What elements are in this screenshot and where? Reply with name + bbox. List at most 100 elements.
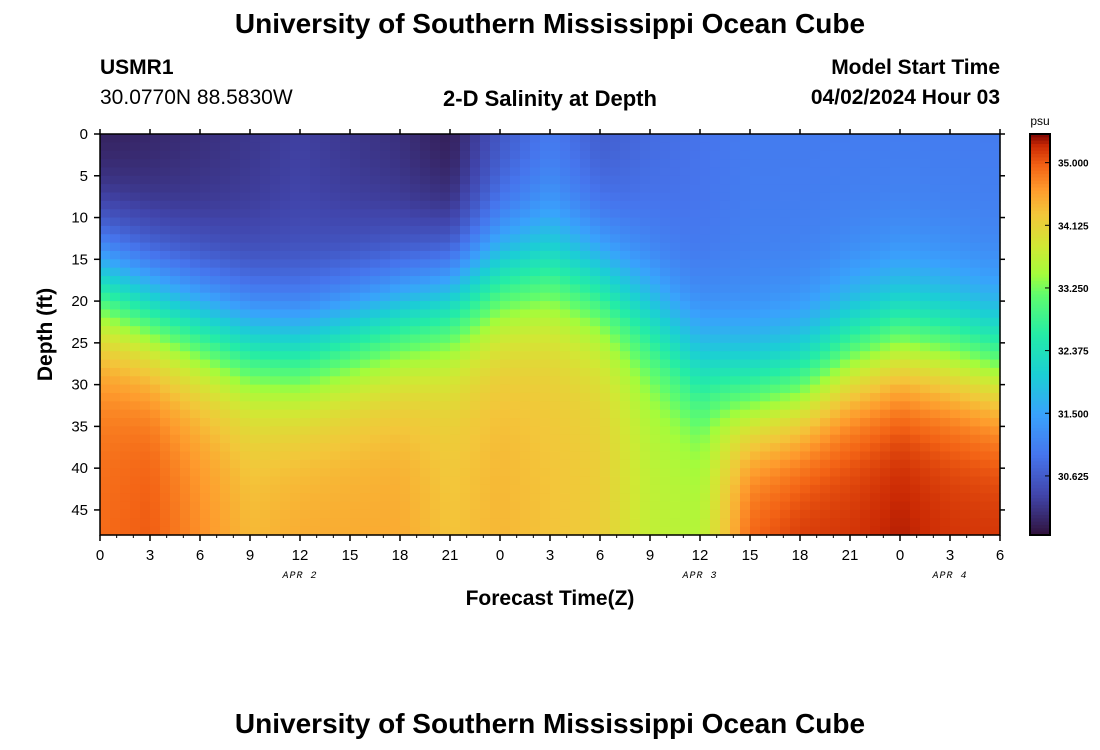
heatmap-cell (710, 134, 721, 143)
heatmap-cell (460, 434, 471, 444)
heatmap-cell (900, 526, 911, 536)
heatmap-cell (440, 209, 451, 219)
heatmap-cell (690, 142, 701, 152)
heatmap-cell (290, 150, 301, 160)
heatmap-cell (560, 242, 571, 252)
heatmap-cell (980, 242, 991, 252)
heatmap-cell (330, 200, 341, 210)
heatmap-cell (180, 184, 191, 194)
heatmap-cell (280, 134, 291, 143)
heatmap-cell (170, 443, 181, 453)
heatmap-cell (350, 267, 361, 277)
heatmap-cell (860, 301, 871, 311)
colorbar-segment (1030, 464, 1050, 469)
heatmap-cell (580, 418, 591, 427)
heatmap-cell (250, 409, 261, 419)
heatmap-cell (250, 134, 261, 143)
heatmap-cell (740, 409, 751, 419)
heatmap-cell (240, 409, 251, 419)
heatmap-cell (440, 493, 451, 503)
heatmap-cell (830, 134, 841, 143)
heatmap-cell (240, 150, 251, 160)
heatmap-cell (370, 209, 381, 219)
heatmap-cell (370, 292, 381, 302)
heatmap-cell (140, 501, 151, 511)
heatmap-cell (670, 493, 681, 503)
heatmap-cell (990, 518, 1001, 528)
heatmap-cell (890, 217, 901, 227)
heatmap-cell (410, 476, 421, 486)
heatmap-cell (780, 309, 791, 319)
heatmap-cell (760, 242, 771, 252)
heatmap-cell (610, 284, 621, 294)
heatmap-cell (970, 184, 981, 194)
heatmap-cell (930, 301, 941, 311)
heatmap-cell (820, 134, 831, 143)
heatmap-cell (680, 234, 691, 244)
heatmap-cell (100, 142, 111, 152)
heatmap-cell (800, 150, 811, 160)
heatmap-cell (600, 426, 611, 436)
heatmap-cell (800, 459, 811, 469)
heatmap-cell (800, 292, 811, 302)
heatmap-cell (190, 401, 201, 411)
heatmap-cell (620, 451, 631, 461)
heatmap-cell (560, 359, 571, 369)
heatmap-cell (970, 401, 981, 411)
heatmap-cell (940, 359, 951, 369)
heatmap-cell (230, 134, 241, 143)
heatmap-cell (460, 192, 471, 202)
heatmap-cell (150, 184, 161, 194)
heatmap-cell (670, 250, 681, 260)
heatmap-cell (550, 484, 561, 494)
colorbar-segment (1030, 260, 1050, 265)
heatmap-cell (890, 351, 901, 361)
heatmap-cell (940, 167, 951, 177)
heatmap-cell (620, 351, 631, 361)
heatmap-cell (820, 476, 831, 486)
heatmap-cell (120, 509, 131, 519)
heatmap-cell (960, 150, 971, 160)
heatmap-cell (980, 493, 991, 503)
heatmap-cell (870, 476, 881, 486)
heatmap-cell (320, 159, 331, 169)
heatmap-cell (880, 175, 891, 185)
heatmap-cell (210, 167, 221, 177)
heatmap-cell (300, 434, 311, 444)
heatmap-cell (960, 518, 971, 528)
heatmap-cell (320, 267, 331, 277)
heatmap-cell (360, 200, 371, 210)
heatmap-cell (510, 175, 521, 185)
heatmap-cell (510, 493, 521, 503)
heatmap-cell (660, 518, 671, 528)
heatmap-cell (100, 392, 111, 402)
heatmap-cell (720, 509, 731, 519)
colorbar-segment (1030, 237, 1050, 242)
heatmap-cell (730, 367, 741, 377)
heatmap-cell (390, 159, 401, 169)
colorbar-frame (1029, 133, 1051, 536)
heatmap-cell (630, 134, 641, 143)
heatmap-cell (330, 401, 341, 411)
heatmap-cell (970, 326, 981, 336)
heatmap-cell (240, 334, 251, 344)
heatmap-cell (280, 334, 291, 344)
heatmap-cell (930, 451, 941, 461)
heatmap-cell (110, 192, 121, 202)
heatmap-cell (920, 225, 931, 235)
heatmap-cell (500, 301, 511, 311)
heatmap-cell (290, 134, 301, 143)
heatmap-cell (170, 468, 181, 478)
heatmap-cell (240, 476, 251, 486)
heatmap-cell (970, 242, 981, 252)
heatmap-cell (990, 451, 1001, 461)
heatmap-cell (530, 509, 541, 519)
heatmap-cell (870, 342, 881, 352)
colorbar-segment (1030, 491, 1050, 496)
heatmap-cell (210, 250, 221, 260)
heatmap-cell (170, 409, 181, 419)
heatmap-cell (840, 259, 851, 269)
station-id: USMR1 (100, 56, 174, 79)
heatmap-cell (570, 301, 581, 311)
heatmap-cell (420, 301, 431, 311)
